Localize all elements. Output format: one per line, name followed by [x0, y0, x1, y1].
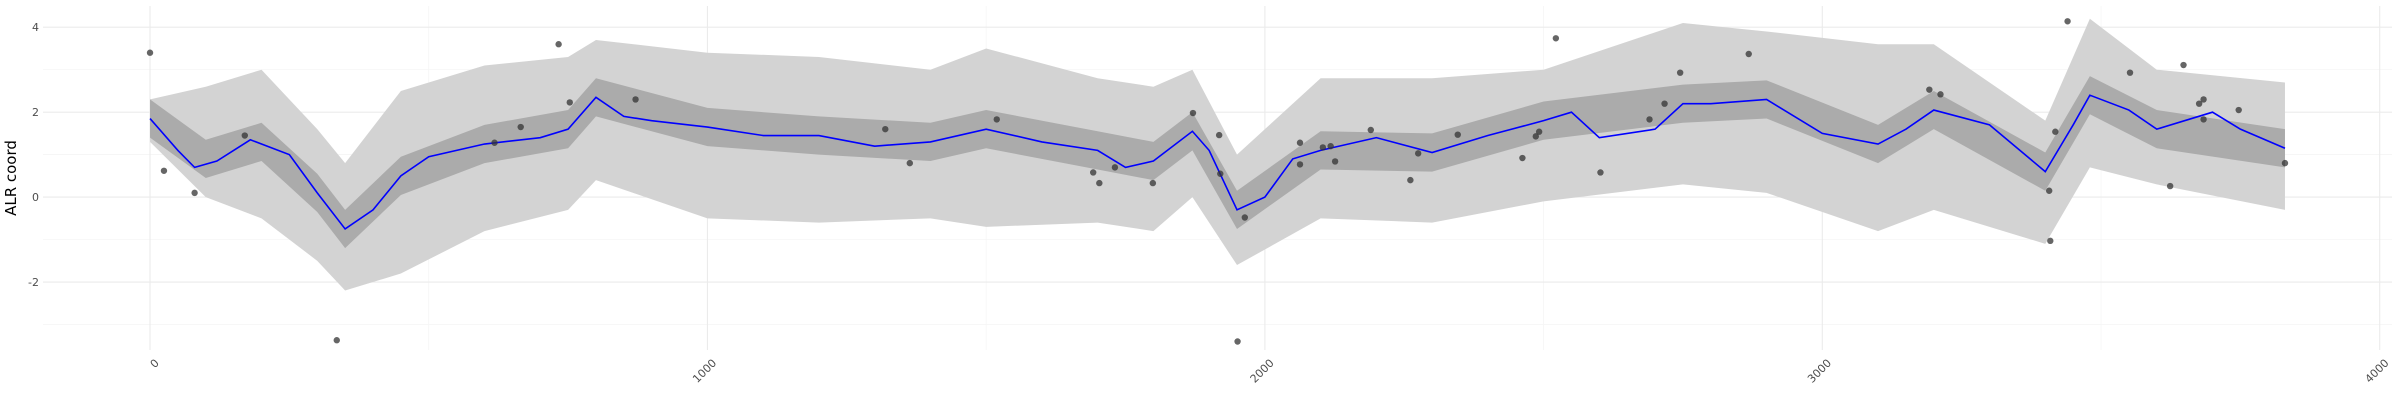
- data-point: [2047, 237, 2054, 245]
- data-point: [1535, 128, 1543, 135]
- data-point: [2180, 61, 2187, 69]
- data-point: [1215, 131, 1223, 139]
- data-point: [2281, 159, 2289, 167]
- x-tick-label: 4000: [2363, 357, 2392, 386]
- data-point: [2045, 187, 2053, 194]
- y-tick-label: 4: [32, 21, 39, 34]
- data-point: [1745, 50, 1752, 58]
- data-point: [1519, 154, 1526, 162]
- data-point: [1367, 126, 1374, 134]
- data-point: [1149, 179, 1157, 187]
- data-point: [1926, 86, 1933, 93]
- data-point: [1296, 139, 1304, 146]
- data-point: [2200, 96, 2207, 103]
- data-point: [1096, 179, 1103, 187]
- data-point: [1414, 150, 1422, 157]
- data-point: [160, 167, 168, 174]
- data-point: [1552, 35, 1560, 42]
- data-point: [1319, 144, 1327, 151]
- data-point: [566, 99, 573, 106]
- x-tick-label: 2000: [1248, 357, 1277, 386]
- y-tick-label: 0: [32, 191, 39, 204]
- data-point: [882, 125, 889, 133]
- data-point: [1597, 169, 1604, 176]
- data-point: [2126, 69, 2134, 76]
- data-point: [333, 337, 340, 344]
- data-point: [1331, 158, 1339, 165]
- y-axis-label: ALR coord: [2, 140, 20, 216]
- data-point: [1234, 338, 1241, 345]
- data-point: [2064, 18, 2071, 25]
- smooth-line: [149, 94, 2286, 231]
- data-point: [906, 159, 913, 167]
- data-point: [146, 49, 154, 56]
- data-point: [1217, 170, 1224, 177]
- data-point: [555, 41, 562, 48]
- data-point: [241, 132, 248, 139]
- data-point: [2166, 182, 2174, 190]
- x-tick-label: 1000: [690, 357, 719, 386]
- data-point: [1407, 176, 1414, 184]
- data-point: [2052, 128, 2059, 135]
- data-point: [1532, 133, 1539, 140]
- data-point: [191, 189, 198, 197]
- data-point: [1189, 109, 1197, 117]
- data-point: [2200, 116, 2207, 123]
- data-point: [1111, 164, 1119, 171]
- x-tick-label: 3000: [1805, 357, 1834, 386]
- data-point: [1241, 214, 1249, 221]
- data-point: [1089, 169, 1097, 176]
- data-point: [1296, 161, 1304, 168]
- data-point: [1937, 91, 1944, 98]
- data-point: [517, 123, 524, 131]
- data-point: [1661, 100, 1668, 107]
- data-point: [1646, 116, 1653, 123]
- data-point: [491, 139, 498, 146]
- data-point: [1327, 142, 1334, 150]
- data-point: [1454, 131, 1461, 138]
- data-point: [2195, 100, 2203, 107]
- y-tick-label: 2: [32, 106, 39, 119]
- data-point: [2235, 106, 2242, 114]
- inner-band: [150, 76, 2285, 249]
- data-point: [1676, 69, 1684, 76]
- data-point: [632, 96, 639, 103]
- x-tick-label: 0: [148, 357, 162, 371]
- data-point: [993, 116, 1000, 123]
- y-tick-label: -2: [28, 276, 39, 289]
